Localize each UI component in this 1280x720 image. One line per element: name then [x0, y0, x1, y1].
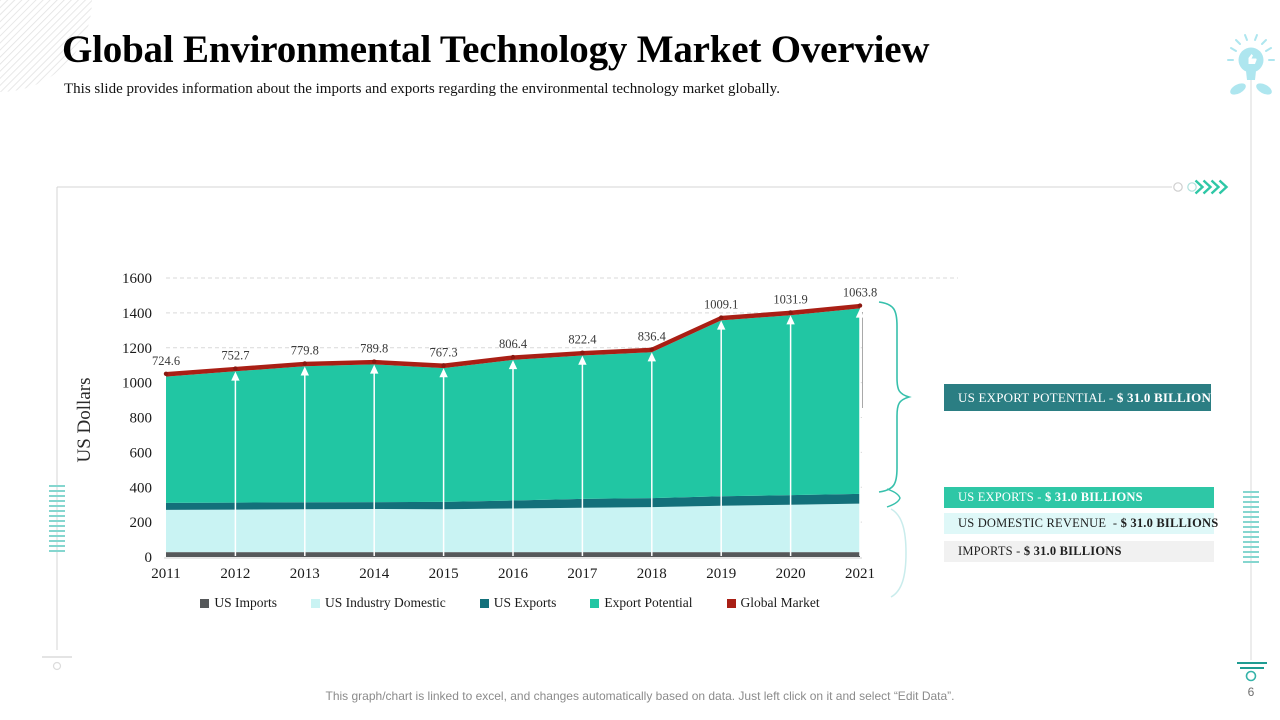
x-tick-label: 2020 [776, 566, 806, 582]
legend-label: US Exports [493, 595, 557, 610]
excel-link-note: This graph/chart is linked to excel, and… [325, 689, 955, 703]
year-arrowhead-icon [855, 308, 865, 318]
y-tick-label: 1000 [122, 376, 152, 392]
legend-swatch-icon [311, 598, 320, 608]
callout-label: US EXPORTS - [958, 490, 1045, 504]
legend-label: Global Market [740, 595, 820, 610]
legend-label: US Imports [214, 595, 277, 610]
callout-us-export-potential: US EXPORT POTENTIAL - $ 31.0 BILLIONS [944, 384, 1218, 411]
line-marker [510, 354, 516, 360]
legend-swatch-icon [200, 598, 210, 608]
y-tick-label: 400 [130, 480, 153, 496]
legend-swatch-icon [726, 598, 736, 608]
callout-label: IMPORTS - [958, 544, 1024, 558]
legend-label: US Industry Domestic [325, 595, 446, 610]
year-arrowhead-icon [717, 320, 726, 330]
point-label: 806.4 [499, 337, 528, 351]
x-tick-label: 2021 [845, 566, 875, 582]
point-label: 752.7 [221, 349, 249, 363]
y-tick-label: 1200 [122, 341, 152, 357]
point-label: 779.8 [291, 344, 319, 358]
legend-item-us-exports: US Exports [479, 595, 557, 611]
y-tick-label: 1600 [122, 271, 152, 287]
page-title: Global Environmental Technology Market O… [62, 28, 930, 71]
year-arrowhead-icon [439, 368, 448, 378]
chart-legend: US Imports US Industry Domestic US Exports… [60, 595, 960, 611]
point-label: 836.4 [638, 329, 667, 343]
callout-label: US DOMESTIC REVENUE - [958, 516, 1121, 530]
year-arrowhead-icon [370, 364, 379, 374]
x-tick-label: 2017 [567, 566, 598, 582]
line-marker [441, 363, 446, 368]
year-arrowhead-icon [578, 355, 587, 365]
x-tick-label: 2014 [359, 566, 390, 582]
x-tick-label: 2016 [498, 566, 529, 582]
line-marker [857, 303, 863, 308]
year-arrowhead-icon [231, 371, 240, 381]
page-number: 6 [1247, 685, 1255, 699]
y-tick-label: 600 [130, 445, 153, 461]
callout-value: $ 31.0 BILLIONS [1044, 490, 1143, 504]
y-tick-label: 1400 [122, 306, 152, 322]
callout-imports: IMPORTS - $ 31.0 BILLIONS [944, 541, 1214, 562]
callout-value: $ 31.0 BILLIONS [1120, 516, 1219, 530]
y-axis-title: US Dollars [74, 378, 95, 463]
line-marker [372, 359, 377, 364]
point-label: 822.4 [568, 333, 597, 347]
line-marker [649, 347, 654, 352]
year-arrowhead-icon [508, 360, 518, 370]
legend-swatch-icon [479, 598, 489, 608]
point-label: 1031.9 [773, 292, 807, 306]
y-tick-label: 800 [130, 411, 153, 427]
legend-swatch-icon [590, 598, 600, 608]
year-arrowhead-icon [647, 352, 656, 362]
legend-item-us-industry-domestic: US Industry Domestic [311, 595, 446, 611]
legend-label: Export Potential [604, 595, 693, 610]
year-arrowhead-icon [786, 315, 795, 325]
point-label: 767.3 [430, 345, 458, 359]
legend-item-us-imports: US Imports [200, 595, 277, 611]
line-marker [719, 315, 724, 320]
callout-label: US EXPORT POTENTIAL - [958, 389, 1117, 405]
legend-item-export-potential: Export Potential [590, 595, 693, 611]
x-tick-label: 2011 [151, 566, 180, 582]
y-tick-label: 0 [145, 550, 153, 566]
point-label: 1063.8 [843, 286, 877, 300]
line-marker [788, 310, 793, 315]
x-tick-label: 2013 [290, 566, 320, 582]
y-tick-label: 200 [130, 515, 153, 531]
line-marker [580, 350, 585, 355]
point-label: 789.8 [360, 342, 388, 356]
point-label: 724.6 [152, 354, 180, 368]
callout-value: $ 31.0 BILLIONS [1116, 389, 1219, 405]
callout-value: $ 31.0 BILLIONS [1023, 544, 1122, 558]
callout-us-domestic-revenue: US DOMESTIC REVENUE - $ 31.0 BILLIONS [944, 513, 1218, 534]
x-tick-label: 2018 [637, 566, 667, 582]
callout-us-exports: US EXPORTS - $ 31.0 BILLIONS [944, 487, 1214, 508]
x-tick-label: 2012 [220, 566, 250, 582]
point-label: 1009.1 [704, 298, 738, 312]
line-marker [302, 361, 307, 366]
x-tick-label: 2019 [706, 566, 736, 582]
year-arrowhead-icon [300, 366, 309, 376]
legend-item-global-market: Global Market [726, 595, 820, 611]
line-marker [163, 371, 169, 376]
x-tick-label: 2015 [429, 566, 459, 582]
page-subtitle: This slide provides information about th… [64, 81, 780, 97]
line-marker [233, 366, 238, 371]
